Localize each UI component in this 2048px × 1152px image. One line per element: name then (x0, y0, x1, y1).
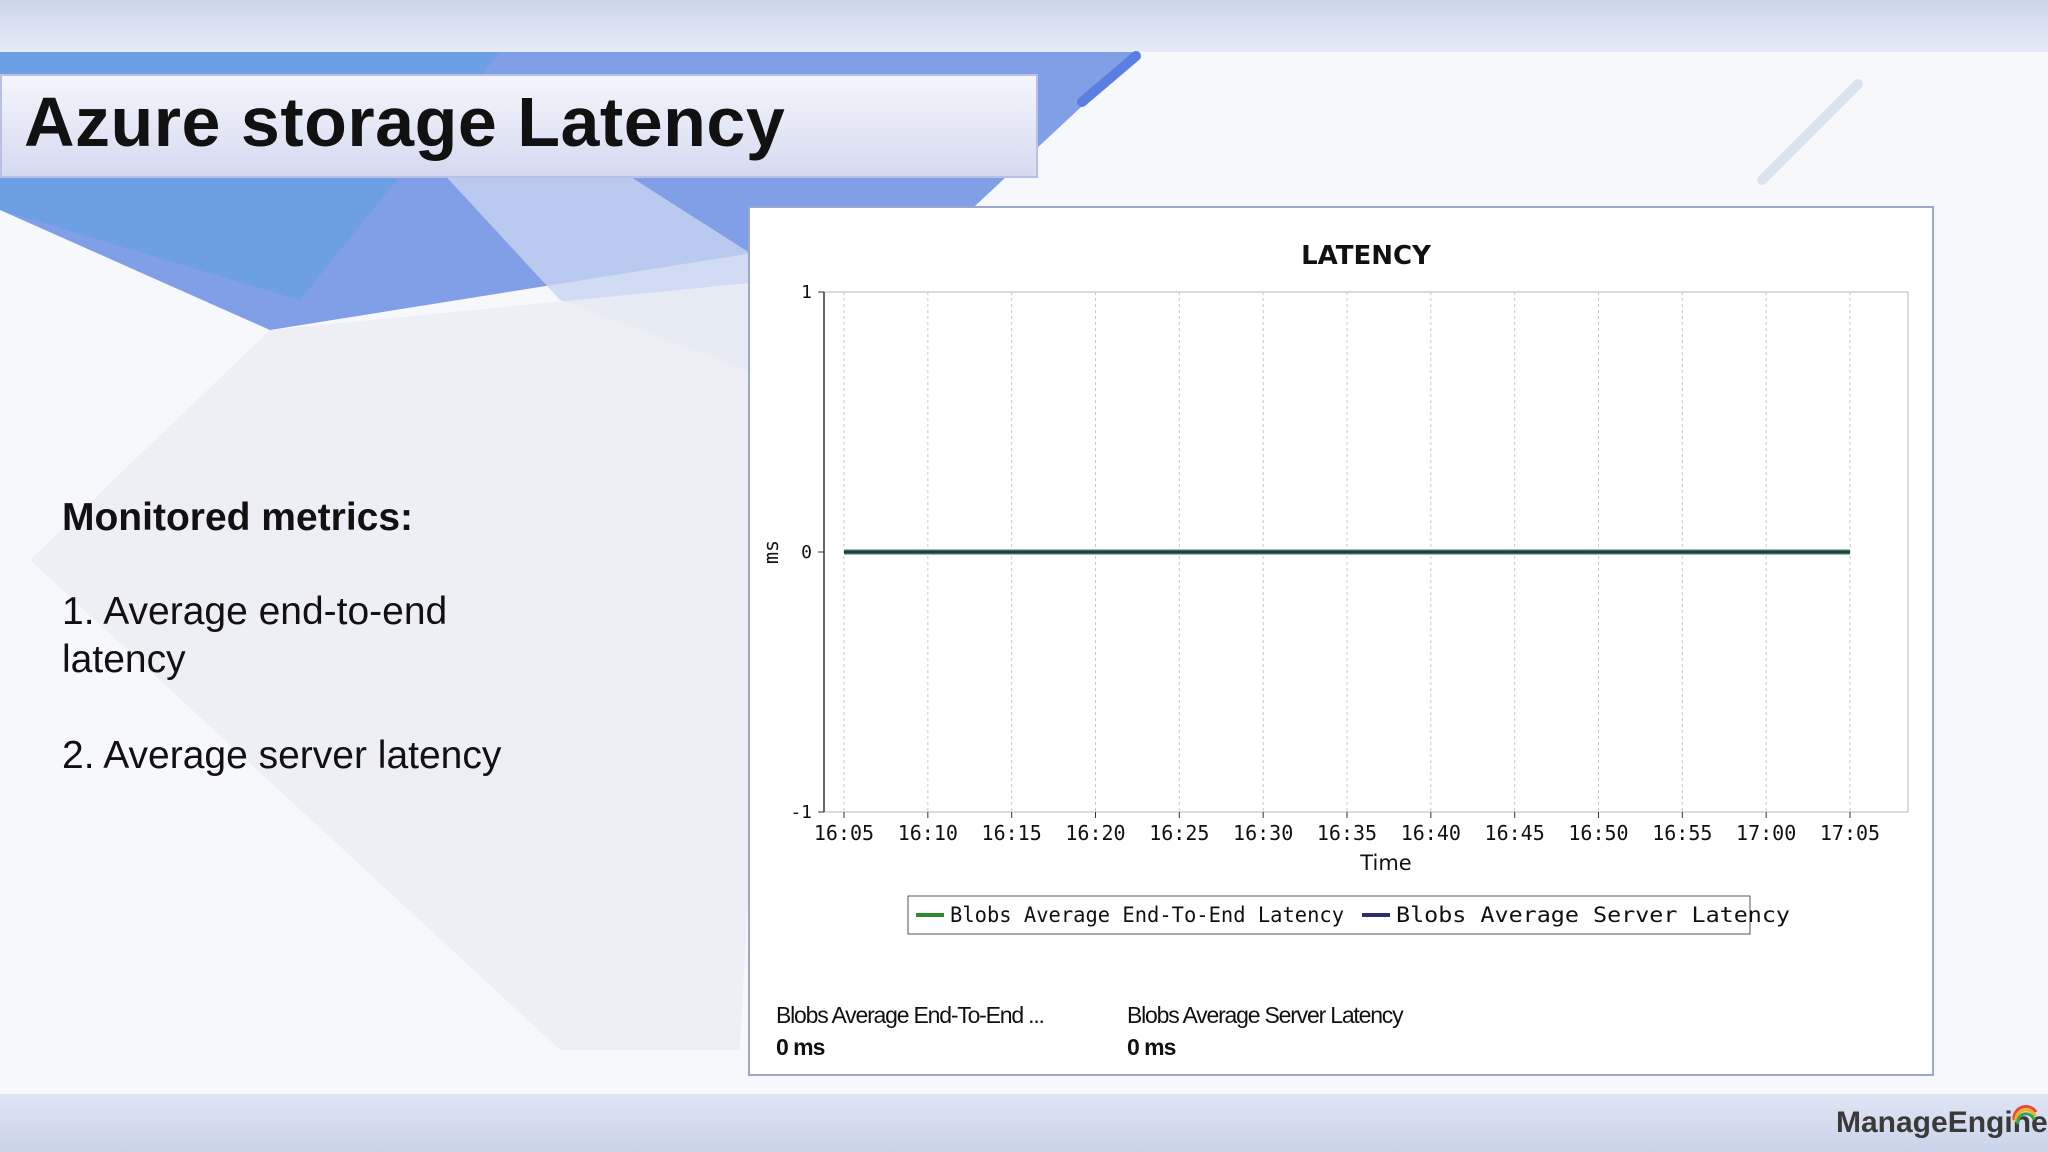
page-title: Azure storage Latency (24, 83, 786, 161)
metric-item-2: 2. Average server latency (62, 732, 501, 780)
title-box: Azure storage Latency (0, 74, 1038, 178)
summary-value-server: 0 ms (1127, 1034, 1176, 1060)
x-tick-label: 16:55 (1652, 821, 1712, 845)
x-tick-label: 16:35 (1317, 821, 1377, 845)
summary-label-server: Blobs Average Server Latency (1127, 1002, 1404, 1028)
x-tick-label: 16:10 (898, 821, 958, 845)
bottom-band (0, 1094, 2048, 1152)
metric-item-1-line2: latency (62, 638, 186, 681)
legend-label-2: Blobs Average Server Latency (1396, 903, 1790, 927)
legend-box (907, 895, 1751, 935)
summary-label-end-to-end: Blobs Average End-To-End ... (776, 1002, 1045, 1028)
x-tick-label: 16:45 (1485, 821, 1545, 845)
x-axis-label: Time (1359, 851, 1411, 875)
x-tick-label: 16:30 (1233, 821, 1293, 845)
x-tick-label: 17:05 (1820, 821, 1880, 845)
metric-item-2-line1: 2. Average server latency (62, 734, 502, 777)
top-band (0, 0, 2048, 52)
chart-panel: LATENCY 16:05 16:10 16:15 16:20 16:25 16:30 16:… (748, 206, 1934, 1076)
metrics-heading: Monitored metrics: (62, 496, 414, 539)
x-tick-label: 16:20 (1065, 821, 1125, 845)
latency-chart: LATENCY 16:05 16:10 16:15 16:20 16:25 16:30 16:… (759, 241, 1909, 935)
y-tick-label: 0 (801, 542, 812, 563)
x-tick-label: 17:00 (1736, 821, 1796, 845)
y-axis-label: ms (759, 540, 783, 564)
x-tick-label: 16:05 (814, 821, 874, 845)
metric-item-1-line1: 1. Average end-to-end (62, 590, 448, 633)
x-tick-label: 16:40 (1401, 821, 1461, 845)
metric-item-1: 1. Average end-to-end latency (62, 588, 447, 684)
x-tick-label: 16:50 (1568, 821, 1628, 845)
legend-label-1: Blobs Average End-To-End Latency (950, 903, 1344, 927)
summary-value-end-to-end: 0 ms (776, 1034, 825, 1060)
brand-logo: ManageEngine (1836, 1106, 2048, 1139)
y-tick-label: -1 (790, 802, 812, 823)
y-tick-label: 1 (801, 282, 812, 303)
brand-arc-icon (2012, 1105, 2038, 1125)
x-tick-label: 16:15 (982, 821, 1042, 845)
x-tick-label: 16:25 (1149, 821, 1209, 845)
chart-title: LATENCY (1301, 241, 1432, 271)
